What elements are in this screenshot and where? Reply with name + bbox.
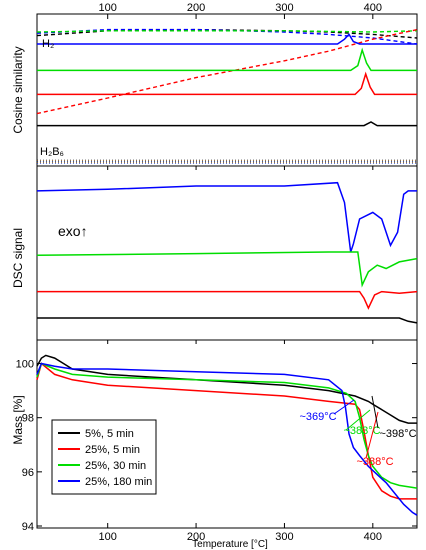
dsc-series-blue bbox=[36, 181, 417, 253]
cosine-series bbox=[36, 28, 418, 164]
dsc-series bbox=[36, 181, 418, 324]
panel-frames bbox=[36, 13, 418, 529]
h2-reference-green bbox=[36, 30, 418, 33]
mass-series-black bbox=[36, 354, 417, 424]
mass-ylabel: Mass [%] bbox=[11, 395, 25, 444]
mass-series-green bbox=[36, 362, 418, 489]
legend-label: 25%, 30 min bbox=[85, 460, 146, 472]
bottom-x-tick-label: 100 bbox=[99, 531, 117, 543]
annotation-arrow bbox=[345, 409, 371, 431]
annotation-label: ~383°C bbox=[343, 425, 380, 437]
annotation-arrow bbox=[333, 399, 355, 415]
cosine-panel: Cosine similarity H₂ H₂B₆ bbox=[11, 28, 418, 164]
h2-label: H₂ bbox=[42, 38, 54, 50]
top-x-tick-label: 100 bbox=[99, 2, 117, 14]
annotation-label: ~369°C bbox=[299, 411, 336, 423]
x-axis-label: Temperature [°C] bbox=[192, 539, 268, 550]
cosine-series-red bbox=[37, 71, 417, 96]
cosine-series-blue bbox=[37, 33, 417, 45]
exo-label: exo↑ bbox=[58, 223, 88, 239]
cosine-series-black bbox=[37, 121, 417, 127]
top-x-tick-label: 400 bbox=[364, 2, 382, 14]
mass-series: 94 96 98 100 bbox=[16, 354, 418, 533]
bottom-x-tick-label: 300 bbox=[275, 531, 293, 543]
mass-y-tick-label: 98 bbox=[22, 413, 34, 425]
top-x-tick-label: 200 bbox=[187, 2, 205, 14]
annotation-label: ~388°C bbox=[356, 456, 393, 468]
annotation-label: ~398°C bbox=[379, 428, 416, 440]
top-x-tick-label: 300 bbox=[275, 2, 293, 14]
mass-series-blue bbox=[36, 362, 418, 516]
h2b6-label: H₂B₆ bbox=[40, 146, 64, 158]
legend: 5%, 5 min 25%, 5 min 25%, 30 min 25%, 180 m… bbox=[51, 419, 157, 495]
cosine-ylabel: Cosine similarity bbox=[11, 46, 25, 133]
dsc-ylabel: DSC signal bbox=[11, 228, 25, 288]
h2-reference-blue bbox=[36, 28, 418, 45]
legend-label: 25%, 5 min bbox=[85, 444, 140, 456]
mass-y-tick-label: 96 bbox=[22, 467, 34, 479]
axis-ticks: 100 100 200 200 300 300 400 400 bbox=[99, 2, 382, 543]
mass-frame bbox=[36, 339, 418, 529]
legend-label: 25%, 180 min bbox=[85, 476, 152, 488]
dsc-series-green bbox=[36, 251, 418, 288]
bottom-x-tick-label: 400 bbox=[364, 531, 382, 543]
annotation-arrow bbox=[371, 395, 379, 429]
dsc-series-red bbox=[37, 290, 418, 310]
bottom-x-tick-label: 200 bbox=[187, 531, 205, 543]
mass-y-tick-label: 94 bbox=[22, 521, 34, 533]
mass-panel: 94 96 98 100 Mass [%] ~369°C ~383°C ~388°C ~39… bbox=[11, 354, 418, 533]
cosine-series-green bbox=[37, 47, 417, 72]
mass-y-tick-label: 100 bbox=[16, 359, 34, 371]
dsc-series-black bbox=[37, 317, 418, 324]
dsc-panel: DSC signal exo↑ bbox=[11, 181, 418, 324]
legend-label: 5%, 5 min bbox=[85, 428, 134, 440]
h2-reference-red bbox=[36, 28, 418, 115]
mass-annotations: ~369°C ~383°C ~388°C ~398°C bbox=[299, 395, 417, 468]
